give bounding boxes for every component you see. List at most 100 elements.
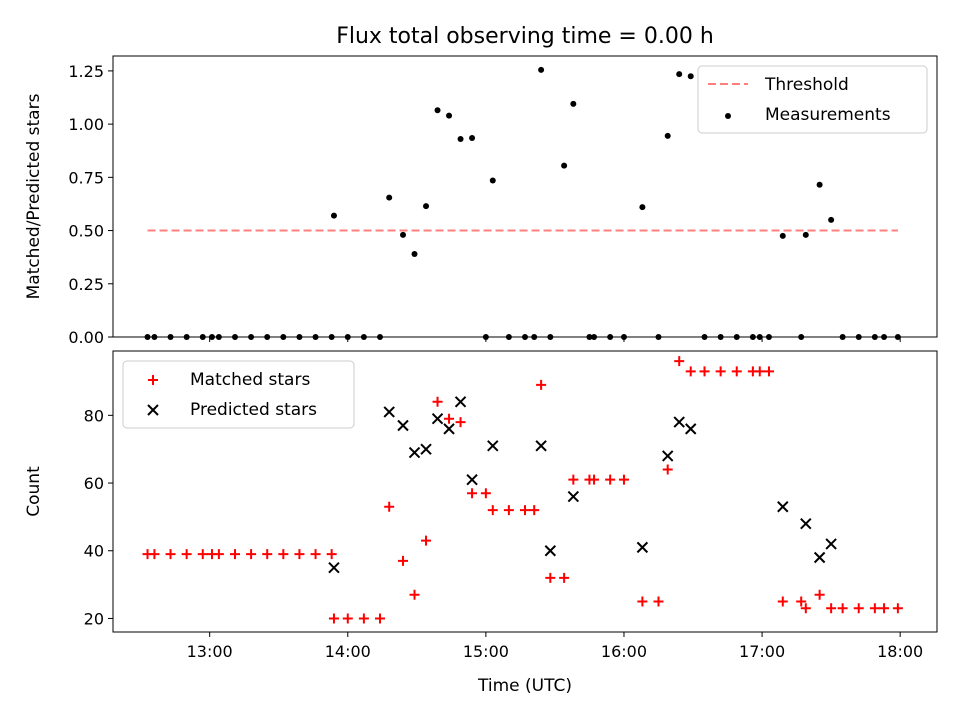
measurement-point: [423, 203, 430, 210]
measurement-point: [360, 334, 367, 340]
predicted-stars-point: [673, 416, 685, 428]
measurement-point: [687, 73, 694, 80]
predicted-stars-point: [777, 501, 789, 513]
legend-label-threshold: Threshold: [764, 75, 849, 95]
matched-stars-point: [826, 603, 837, 614]
measurement-point: [376, 334, 383, 340]
measurement-point: [312, 334, 319, 340]
matched-stars-point: [814, 589, 825, 600]
predicted-stars-point: [328, 561, 340, 574]
top-axes: 0.00 0.25 0.50 0.75 1.00 1.25 Matched/Predicte…: [24, 55, 938, 347]
measurement-point: [765, 334, 772, 340]
y-tick-label: 1.00: [68, 115, 104, 134]
measurement-point: [607, 334, 614, 340]
matched-stars-point: [294, 549, 305, 560]
predicted-stars-point: [408, 446, 421, 459]
y-tick-label: 0.25: [68, 275, 104, 294]
matched-stars-point: [487, 505, 498, 516]
legend-swatch-measurements: [725, 113, 731, 119]
y-tick-label: 0.50: [68, 222, 104, 241]
measurement-point: [756, 334, 763, 340]
matched-stars-point: [328, 613, 339, 624]
legend-box: [122, 360, 355, 429]
matched-stars-point: [605, 474, 616, 485]
measurement-point: [264, 334, 271, 340]
matched-stars-point: [699, 366, 710, 377]
matched-stars-point: [529, 505, 540, 516]
measurement-point: [538, 66, 545, 73]
matched-stars-point: [879, 603, 890, 614]
matched-stars-point: [853, 603, 864, 614]
y-tick-label: 0.00: [68, 328, 104, 347]
matched-stars-point: [229, 549, 240, 560]
measurement-point: [561, 162, 568, 169]
measurement-point: [828, 216, 835, 223]
predicted-stars-point: [661, 450, 674, 462]
legend-box: [697, 65, 928, 134]
matched-stars-point: [374, 613, 385, 624]
y-tick-label: 40: [84, 542, 104, 561]
matched-stars-point: [618, 474, 629, 485]
matched-stars-point: [246, 549, 257, 560]
y-tick-label: 1.25: [68, 62, 104, 81]
measurement-point: [469, 134, 476, 141]
measurement-point: [749, 334, 756, 340]
predicted-stars-point: [443, 423, 455, 435]
x-tick-label: 14:00: [325, 642, 371, 661]
matched-stars-point: [197, 549, 208, 560]
matched-stars-point: [310, 549, 321, 560]
legend-swatch-matched-stars: [148, 375, 158, 385]
matched-stars-point: [685, 366, 696, 377]
legend: Threshold Measurements: [697, 65, 928, 134]
matched-stars-point: [480, 488, 491, 499]
matched-stars-point: [409, 589, 420, 600]
matched-stars-point: [421, 535, 432, 546]
matched-stars-point: [278, 549, 289, 560]
x-tick-label: 18:00: [877, 642, 923, 661]
matched-stars-point: [444, 413, 455, 424]
predicted-stars-point: [544, 545, 557, 557]
measurement-point: [547, 334, 554, 340]
measurement-point: [802, 231, 809, 238]
measurement-point: [816, 181, 823, 188]
x-tick-label: 15:00: [463, 642, 509, 661]
matched-stars-point: [763, 366, 774, 377]
x-tick-label: 17:00: [739, 642, 785, 661]
legend-label-predicted-stars: Predicted stars: [190, 400, 317, 420]
matched-stars-point: [181, 549, 192, 560]
predicted-stars-point: [800, 517, 812, 530]
matched-stars-point: [213, 549, 224, 560]
matched-stars-point: [149, 549, 160, 560]
measurement-point: [248, 334, 255, 340]
matched-stars-point: [398, 555, 409, 566]
matched-stars-point: [520, 505, 530, 516]
measurement-point: [586, 334, 593, 340]
predicted-stars-point: [466, 473, 478, 486]
matched-stars-point: [455, 417, 466, 428]
matched-stars-point: [800, 603, 811, 614]
matched-stars-point: [536, 379, 547, 390]
y-axis-label: Count: [24, 466, 44, 517]
measurement-point: [434, 107, 441, 114]
measurement-point: [733, 334, 740, 340]
matched-stars-point: [358, 613, 369, 624]
matched-stars-point: [674, 356, 685, 367]
predicted-stars-point: [567, 490, 580, 503]
y-tick-label: 80: [84, 406, 104, 425]
legend-label-measurements: Measurements: [765, 105, 891, 125]
matched-stars-point: [589, 474, 600, 485]
chart-title: Flux total observing time = 0.00 h: [336, 24, 714, 49]
predicted-stars-point: [813, 551, 826, 564]
matched-stars-point: [731, 366, 742, 377]
measurement-point: [676, 71, 683, 78]
measurement-point: [446, 112, 453, 119]
bottom-axes: 20 40 60 80 13:00 14:00 15:00 16:00 17:00 18:00 Co…: [24, 350, 938, 696]
legend: Matched stars Predicted stars: [122, 360, 355, 429]
predicted-stars-point: [636, 541, 649, 554]
measurement-point: [522, 334, 528, 340]
y-tick-label: 20: [84, 609, 104, 628]
x-tick-label: 13:00: [187, 642, 233, 661]
matched-stars-point: [869, 603, 880, 614]
matched-stars-point: [342, 613, 353, 624]
